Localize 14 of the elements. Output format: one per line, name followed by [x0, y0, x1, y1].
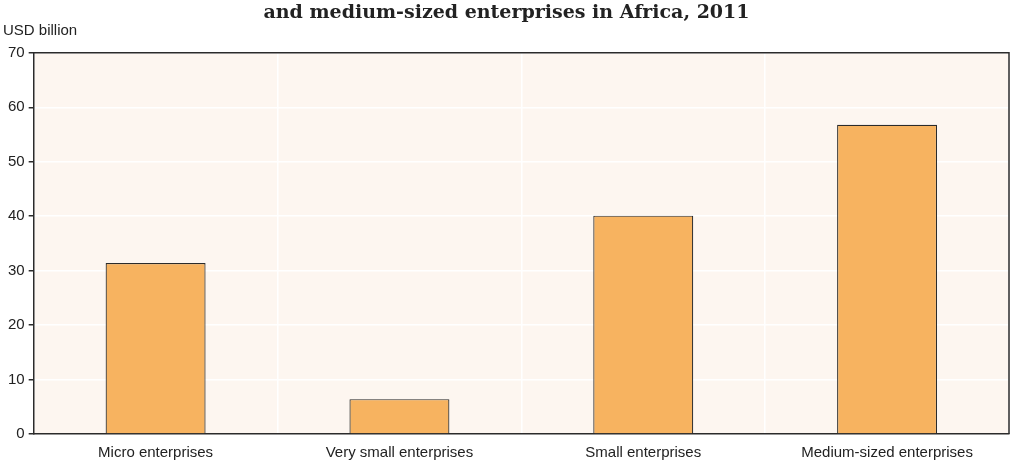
x-tick-label: Small enterprises [585, 443, 702, 461]
y-tick-label: 10 [8, 369, 25, 387]
y-tick-label: 0 [16, 424, 25, 442]
y-tick-label: 60 [8, 97, 25, 115]
y-tick-label: 70 [8, 42, 25, 60]
y-tick-label: 50 [8, 151, 25, 169]
chart-title: and medium-sized enterprises in Africa, 2011 [263, 0, 750, 23]
y-tick-label: 40 [8, 206, 25, 224]
x-tick-label: Medium-sized enterprises [801, 443, 973, 461]
y-tick-label: 20 [8, 315, 25, 333]
y-tick-label: 30 [8, 260, 25, 278]
x-tick-label: Very small enterprises [325, 443, 474, 461]
y-axis-title: USD billion [3, 21, 78, 39]
x-tick-label: Micro enterprises [98, 443, 214, 461]
